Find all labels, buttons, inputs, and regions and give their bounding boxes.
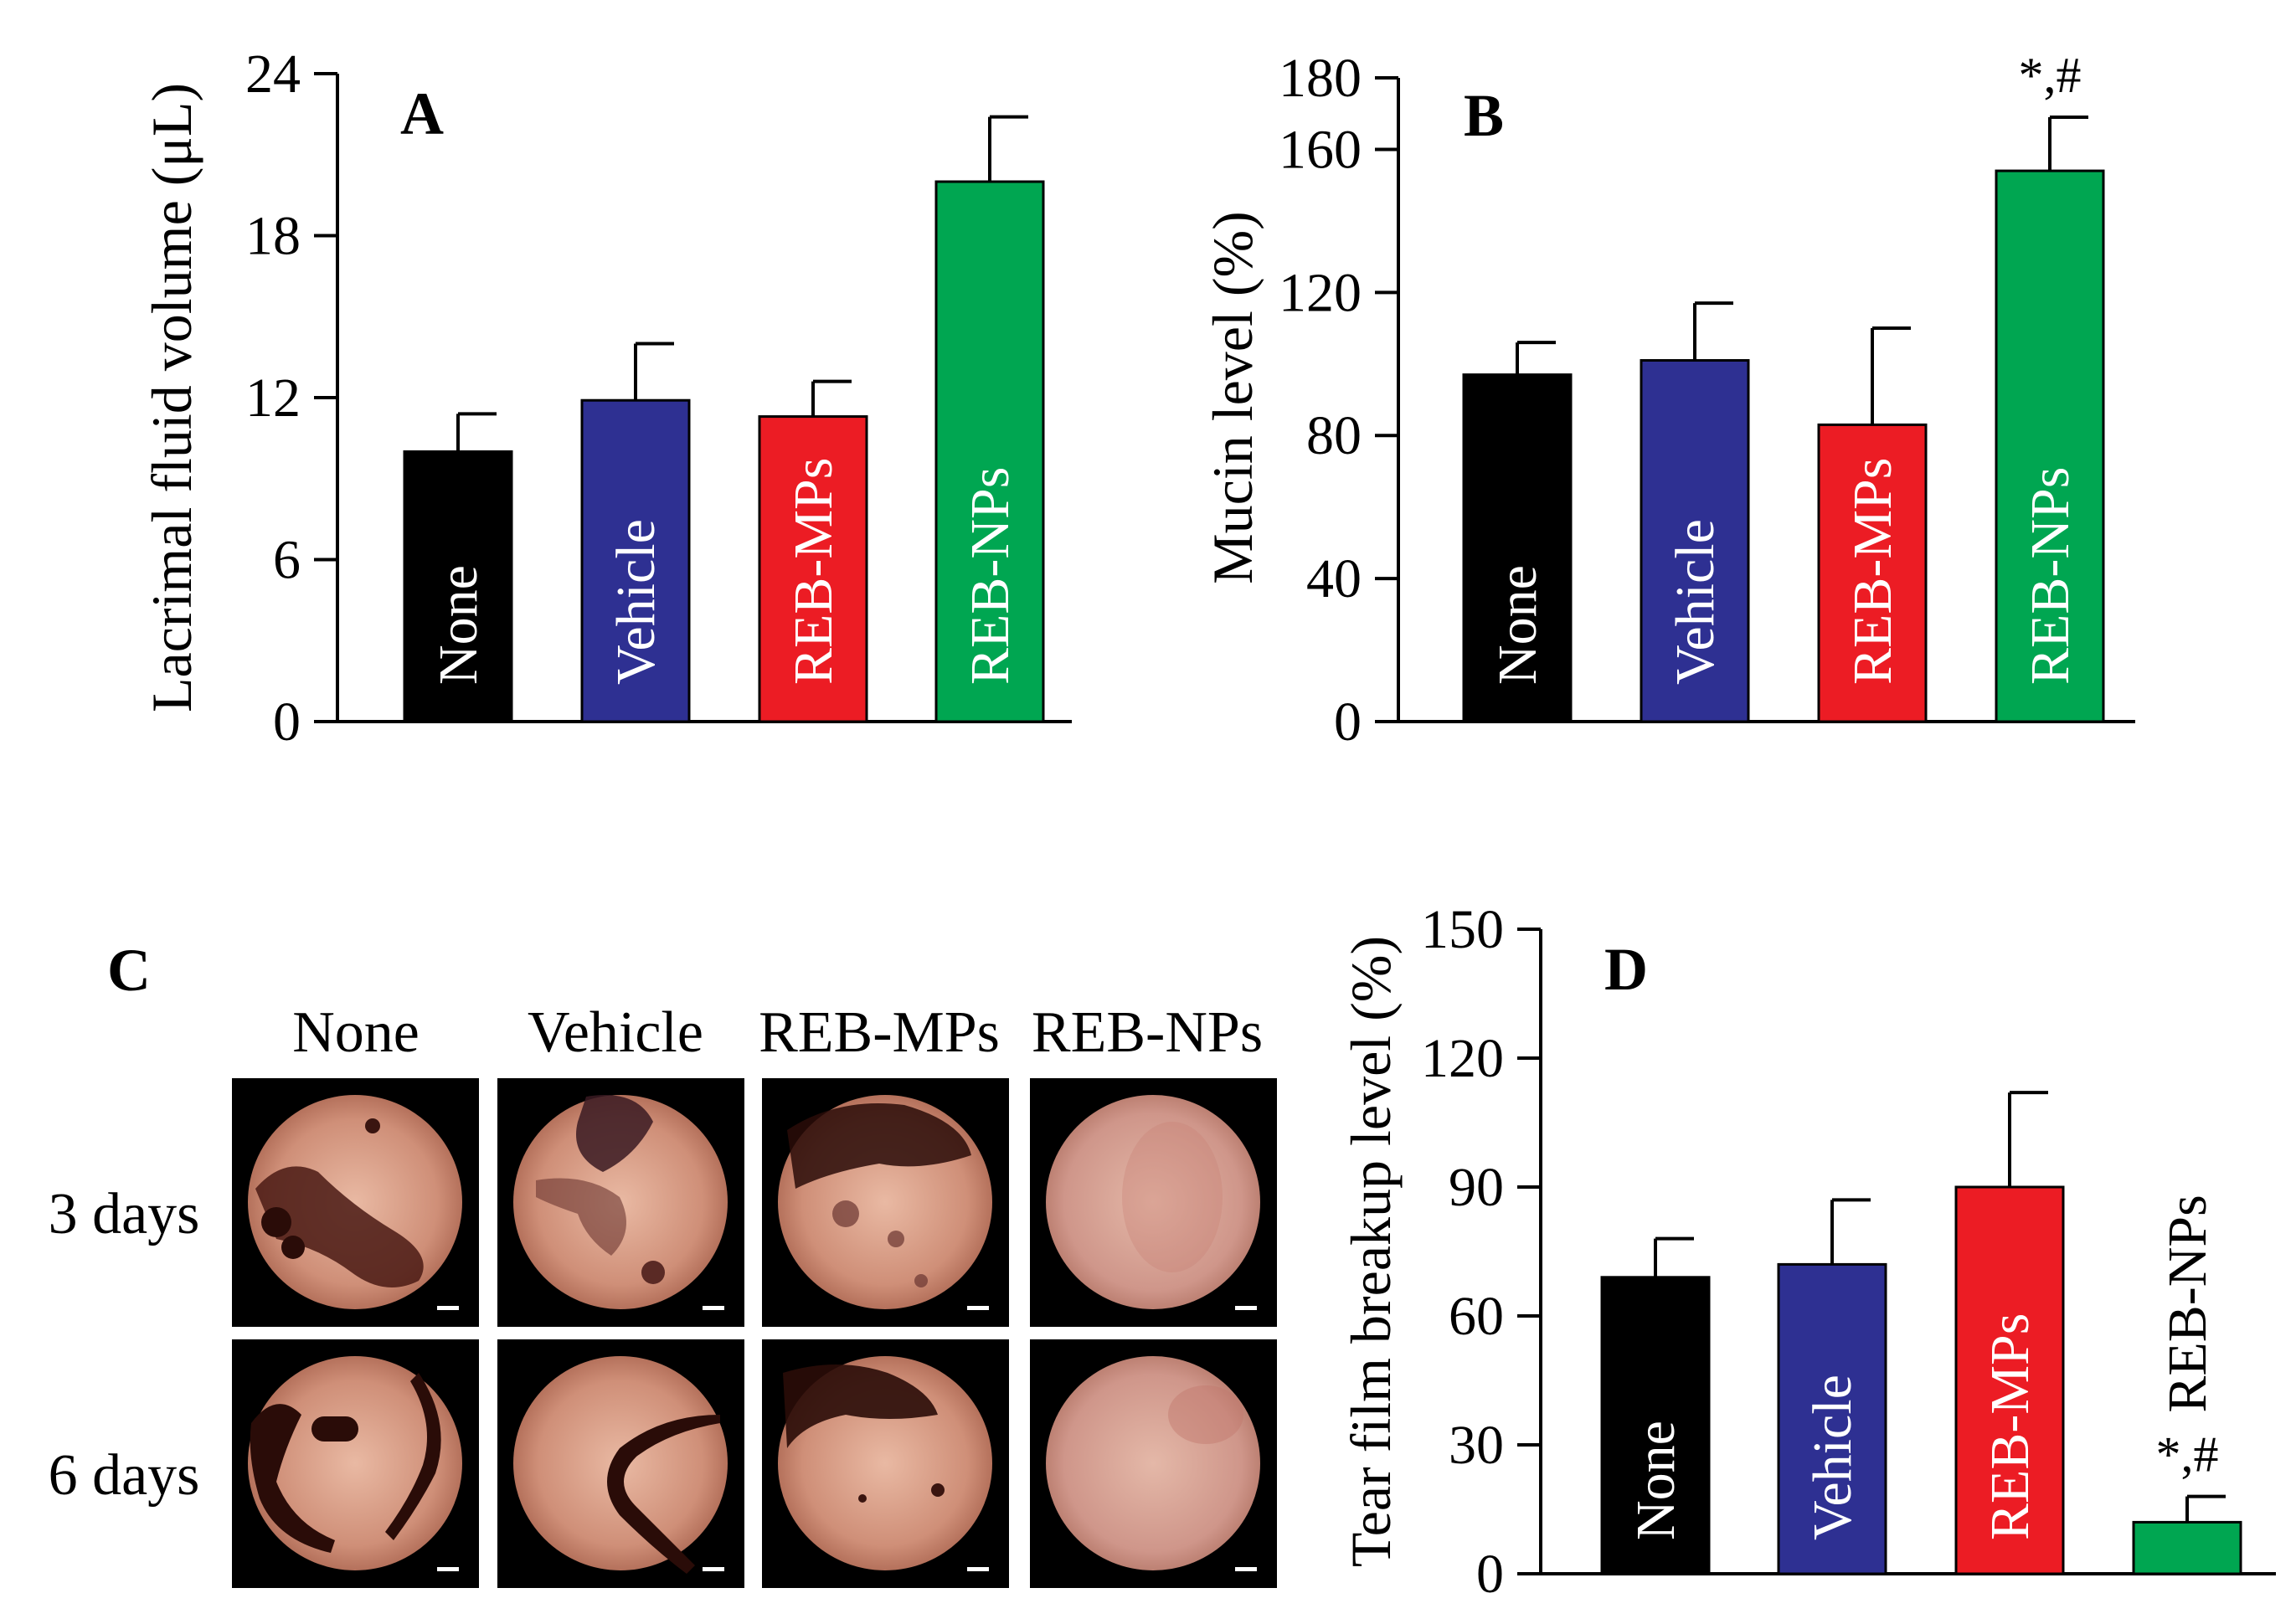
bar-label-a-vehicle: Vehicle — [605, 519, 667, 685]
y-tick-label-a-0: 0 — [273, 691, 301, 753]
bar-a-vehicle — [580, 398, 691, 723]
bar-a-reb-mps — [758, 415, 868, 723]
micrograph-reb-nps-6-days — [1030, 1339, 1277, 1588]
micrograph-vehicle-6-days — [497, 1339, 744, 1588]
bar-label-b-vehicle: Vehicle — [1665, 519, 1726, 685]
bar-label-a-reb-mps: REB-MPs — [783, 458, 844, 685]
y-tick-label-d-30: 30 — [1449, 1415, 1504, 1476]
y-tick-label-a-12: 12 — [245, 367, 301, 429]
y-tick-label-a-18: 18 — [245, 206, 301, 267]
column-header-reb-nps: REB-NPs — [1032, 1000, 1263, 1065]
significance-d-reb-nps: *,# — [2156, 1427, 2219, 1483]
bar-d-reb-nps — [2132, 1520, 2242, 1575]
y-tick-label-b-160: 160 — [1279, 119, 1362, 180]
column-header-reb-mps: REB-MPs — [759, 1000, 1000, 1065]
panel-label-c: C — [107, 937, 151, 1004]
micrograph-none-3-days — [232, 1078, 479, 1327]
y-tick-label-d-60: 60 — [1449, 1286, 1504, 1347]
y-tick-label-d-150: 150 — [1421, 899, 1504, 960]
y-tick-label-d-120: 120 — [1421, 1028, 1504, 1089]
y-tick-label-d-0: 0 — [1476, 1544, 1504, 1605]
y-tick-label-b-0: 0 — [1334, 691, 1362, 753]
y-axis-title-b: Mucin level (%) — [1201, 211, 1264, 584]
column-header-none: None — [292, 1000, 420, 1065]
row-header-3-days: 3 days — [49, 1182, 200, 1246]
micrograph-vehicle-3-days — [497, 1078, 744, 1327]
bar-label-b-reb-nps: REB-NPs — [2020, 467, 2081, 685]
row-header-6-days: 6 days — [49, 1443, 200, 1508]
micrograph-none-6-days — [232, 1339, 479, 1588]
chart-a: A 0 6 12 18 24 Lacrimal fluid volume (μL) None V… — [140, 44, 1072, 753]
y-tick-label-a-24: 24 — [245, 44, 301, 105]
bar-b-none — [1462, 373, 1573, 723]
bar-label-b-none: None — [1487, 565, 1548, 685]
column-header-vehicle: Vehicle — [528, 1000, 703, 1065]
micrograph-reb-mps-3-days — [762, 1078, 1009, 1327]
bar-d-vehicle — [1777, 1262, 1887, 1575]
bar-label-d-vehicle: Vehicle — [1802, 1375, 1863, 1540]
chart-d: D 0 30 60 90 120 150 Tear film breakup level (%… — [1339, 899, 2276, 1605]
bar-label-d-reb-mps: REB-MPs — [1979, 1313, 2041, 1540]
bar-label-a-none: None — [428, 565, 489, 685]
y-tick-label-d-90: 90 — [1449, 1157, 1504, 1218]
panel-c-micrographs: C None Vehicle REB-MPs REB-NPs 3 days 6 … — [49, 937, 1277, 1588]
bar-label-d-none: None — [1625, 1421, 1686, 1540]
panel-label-a: A — [400, 80, 444, 147]
panel-label-d: D — [1604, 936, 1648, 1003]
micrograph-reb-nps-3-days — [1030, 1078, 1277, 1327]
bar-b-vehicle — [1640, 359, 1750, 723]
y-tick-label-b-120: 120 — [1279, 262, 1362, 323]
bar-d-reb-mps — [1954, 1185, 2065, 1575]
bar-a-reb-nps — [934, 180, 1045, 723]
bar-label-b-reb-mps: REB-MPs — [1842, 458, 1903, 685]
bar-a-none — [403, 450, 513, 723]
bar-d-none — [1600, 1276, 1711, 1575]
bar-b-reb-nps — [1995, 169, 2105, 723]
y-tick-label-a-6: 6 — [273, 530, 301, 591]
y-tick-label-b-80: 80 — [1306, 405, 1362, 466]
chart-b: B 0 40 80 120 160 180 Mucin level (%) None Vehicl… — [1201, 48, 2135, 753]
panel-label-b: B — [1464, 82, 1504, 149]
bar-label-a-reb-nps: REB-NPs — [960, 467, 1021, 685]
bar-label-d-reb-nps: REB-NPs — [2157, 1195, 2218, 1412]
y-tick-label-b-40: 40 — [1306, 548, 1362, 609]
y-tick-label-b-180: 180 — [1279, 48, 1362, 109]
bar-b-reb-mps — [1817, 423, 1928, 723]
y-axis-title-a: Lacrimal fluid volume (μL) — [140, 83, 203, 712]
y-axis-title-d: Tear film breakup level (%) — [1339, 936, 1403, 1567]
significance-b-reb-nps: *,# — [2019, 48, 2082, 103]
micrograph-reb-mps-6-days — [762, 1339, 1009, 1588]
